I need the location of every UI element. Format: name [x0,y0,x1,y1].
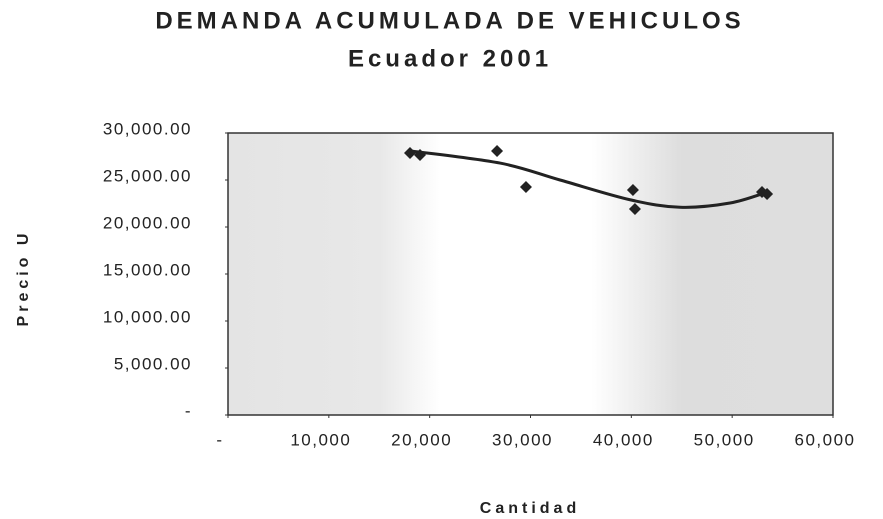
x-tick-label: 20,000 [391,430,452,449]
chart-subtitle: Ecuador 2001 [348,45,552,72]
y-tick-label: - [185,401,192,420]
y-tick-label: 20,000.00 [103,213,192,232]
x-tick-label: - [216,430,223,449]
data-point [413,148,426,161]
x-tick-label: 50,000 [694,430,755,449]
data-point [491,144,504,157]
data-point [519,181,532,194]
y-tick-label: 30,000.00 [103,119,192,138]
x-tick-label: 40,000 [593,430,654,449]
data-point [626,183,639,196]
chart-title: DEMANDA ACUMULADA DE VEHICULOS [155,7,744,34]
data-point [761,188,774,201]
x-axis-label: Cantidad [480,500,580,517]
x-tick-label: 30,000 [492,430,553,449]
data-point [404,147,417,160]
x-tick-label: 10,000 [290,430,351,449]
y-tick-label: 10,000.00 [103,307,192,326]
y-tick-label: 15,000.00 [103,260,192,279]
y-tick-label: 5,000.00 [114,354,192,373]
trend-line [409,149,768,209]
y-axis-label: Precio U [15,230,32,327]
plot-area [227,132,834,416]
data-point [628,203,641,216]
x-tick-label: 60,000 [795,430,856,449]
y-tick-label: 25,000.00 [103,166,192,185]
